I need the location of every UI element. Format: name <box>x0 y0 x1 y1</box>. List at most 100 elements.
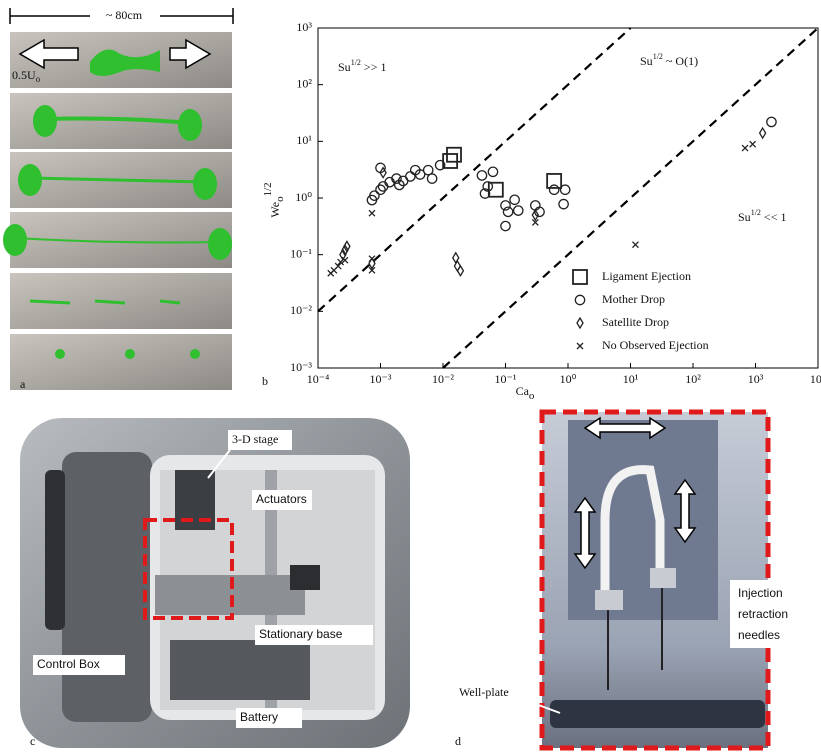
x-label-main: Ca <box>516 384 530 398</box>
video-frame <box>10 334 232 390</box>
speed-sub: o <box>36 74 41 84</box>
needle-holder <box>650 568 676 588</box>
battery-block <box>170 640 310 700</box>
legend-marker <box>573 270 587 284</box>
needles-label: needles <box>738 628 780 642</box>
x-tick-label: 10¹ <box>623 372 639 386</box>
legend-label: Mother Drop <box>602 292 665 306</box>
y-tick-label: 10² <box>296 76 312 90</box>
mount-plate <box>568 420 718 620</box>
panel-label: a <box>20 377 26 391</box>
x-tick-label: 10⁴ <box>810 372 821 386</box>
legend-marker <box>577 343 583 349</box>
ligament-piece <box>95 301 125 303</box>
panel-c: 3-D stage Actuators Stationary base Cont… <box>20 418 410 748</box>
point <box>549 185 558 194</box>
point <box>427 174 436 183</box>
y-tick-label: 10⁻¹ <box>290 246 312 260</box>
annotation-main: Su <box>738 210 751 224</box>
point <box>559 199 568 208</box>
ligament-piece <box>160 301 180 303</box>
drop <box>208 228 232 260</box>
panel-label: b <box>262 374 268 388</box>
point <box>767 117 776 126</box>
drop <box>178 109 202 141</box>
well-plate <box>550 700 765 728</box>
point <box>369 256 375 262</box>
battery-label: Battery <box>240 710 278 724</box>
y-tick-label: 10¹ <box>296 133 312 147</box>
control-box-label: Control Box <box>37 657 100 671</box>
annotation: Su1/2 << 1 <box>738 208 786 224</box>
legend-label: Satellite Drop <box>602 315 669 329</box>
actuator-block <box>290 565 320 590</box>
annotation-rest: >> 1 <box>361 60 387 74</box>
x-tick-label: 10³ <box>748 372 764 386</box>
plot-frame <box>318 28 818 368</box>
x-tick-label: 10⁻³ <box>370 372 392 386</box>
x-tick-label: 10⁻¹ <box>495 372 517 386</box>
legend-label: Ligament Ejection <box>602 269 691 283</box>
ligament-piece <box>30 301 70 303</box>
plate-label: Well-plate <box>459 685 509 699</box>
printer-side <box>62 452 152 722</box>
x-tick-label: 10⁰ <box>560 372 577 386</box>
point <box>510 195 519 204</box>
annotation: Su1/2 >> 1 <box>338 58 386 74</box>
panel-d: Injection retraction needles Well-plate … <box>455 412 800 748</box>
stage-label: 3-D stage <box>232 432 278 446</box>
point <box>750 141 756 147</box>
y-label-sub: o <box>274 196 286 202</box>
annotation-sup: 1/2 <box>653 52 663 61</box>
droplet <box>55 349 65 359</box>
y-tick-label: 10⁰ <box>295 190 312 204</box>
needles-label: Injection <box>738 586 783 600</box>
drop <box>18 164 42 196</box>
annotation-main: Su <box>640 54 653 68</box>
point <box>560 185 569 194</box>
point <box>369 210 375 216</box>
annotation-rest: << 1 <box>761 210 787 224</box>
y-axis-label: Weo1/2 <box>262 182 286 217</box>
panel-label: d <box>455 734 461 748</box>
actuators-label: Actuators <box>256 492 307 506</box>
annotation-sup: 1/2 <box>351 58 361 67</box>
annotation-rest: ~ O(1) <box>663 54 698 68</box>
point <box>742 145 748 151</box>
y-label-sup: 1/2 <box>262 182 274 196</box>
y-tick-label: 10⁻³ <box>290 360 312 374</box>
y-tick-label: 10⁻² <box>290 303 312 317</box>
frames <box>3 32 232 390</box>
point <box>501 221 510 230</box>
point <box>488 167 497 176</box>
drop <box>193 168 217 200</box>
y-tick-label: 10³ <box>296 20 312 34</box>
needles-label: retraction <box>738 607 788 621</box>
drop <box>3 224 27 256</box>
legend-marker <box>575 295 584 304</box>
x-axis-label: Cao <box>516 384 535 402</box>
x-tick-label: 10² <box>685 372 701 386</box>
droplet <box>125 349 135 359</box>
point <box>477 171 486 180</box>
point <box>406 172 415 181</box>
figure: ~ 80cm 0.5Uo a b Cao Weo1/2 Su1/2 >> 1 S… <box>0 0 821 752</box>
drop <box>33 105 57 137</box>
point <box>632 242 638 248</box>
speed-main: 0.5U <box>12 68 36 82</box>
annotation-main: Su <box>338 60 351 74</box>
width-label: ~ 80cm <box>106 8 143 22</box>
x-label-sub: o <box>529 390 535 402</box>
panel-a: ~ 80cm 0.5Uo a <box>3 8 233 391</box>
legend-label: No Observed Ejection <box>602 338 709 352</box>
x-tick-label: 10⁻² <box>432 372 454 386</box>
x-tick-label: 10⁻⁴ <box>307 372 330 386</box>
y-label-main: We <box>268 202 282 218</box>
legend-marker <box>577 318 583 328</box>
point <box>514 206 523 215</box>
annotation: Su1/2 ~ O(1) <box>640 52 698 68</box>
base-label: Stationary base <box>259 627 343 641</box>
needle-holder <box>595 590 623 610</box>
annotation-sup: 1/2 <box>751 208 761 217</box>
control-panel <box>45 470 65 630</box>
